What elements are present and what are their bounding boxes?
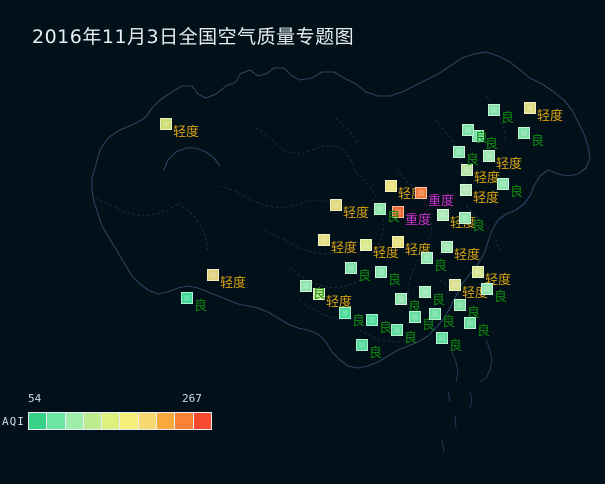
legend-color-bar[interactable] (28, 412, 212, 430)
station-marker-swatch[interactable] (207, 269, 219, 281)
station-marker-swatch[interactable] (375, 266, 387, 278)
legend-swatch-6 (138, 413, 158, 429)
station-marker-swatch[interactable] (415, 187, 427, 199)
legend-swatch-7 (157, 413, 176, 429)
station-marker-swatch[interactable] (437, 209, 449, 221)
station-marker-label: 轻度 (343, 206, 370, 221)
station-marker-swatch[interactable] (429, 308, 441, 320)
station-marker-label: 良 (449, 339, 463, 354)
station-marker-label: 良 (422, 318, 436, 333)
station-marker-swatch[interactable] (419, 286, 431, 298)
legend-swatch-1 (47, 413, 66, 429)
station-marker-label: 轻度 (496, 157, 523, 172)
station-marker-label: 良 (194, 299, 208, 314)
legend-min-value: 54 (28, 392, 42, 405)
station-marker-label: 良 (472, 219, 486, 234)
station-marker-label: 良 (313, 287, 327, 302)
station-marker-swatch[interactable] (300, 280, 312, 292)
station-marker-swatch[interactable] (462, 124, 474, 136)
station-marker-label: 轻度 (473, 191, 500, 206)
legend-swatch-9 (193, 413, 211, 429)
station-marker-label: 重度 (428, 194, 455, 209)
station-marker-label: 良 (434, 259, 448, 274)
station-marker-swatch[interactable] (366, 314, 378, 326)
station-marker-label: 良 (404, 331, 418, 346)
station-marker-label: 良 (510, 185, 524, 200)
station-marker-label: 良 (501, 111, 515, 126)
station-marker-label: 良 (531, 134, 545, 149)
station-marker-swatch[interactable] (339, 307, 351, 319)
station-marker-swatch[interactable] (160, 118, 172, 130)
station-marker-swatch[interactable] (472, 266, 484, 278)
station-marker-swatch[interactable] (483, 150, 495, 162)
legend: AQI 54 267 (2, 390, 222, 436)
station-marker-label: 轻度 (454, 248, 481, 263)
station-marker-swatch[interactable] (481, 283, 493, 295)
station-marker-swatch[interactable] (441, 241, 453, 253)
station-marker-swatch[interactable] (374, 203, 386, 215)
station-marker-swatch[interactable] (524, 102, 536, 114)
station-marker-label: 良 (494, 290, 508, 305)
station-marker-swatch[interactable] (356, 339, 368, 351)
station-marker-swatch[interactable] (459, 212, 471, 224)
station-marker-label: 重度 (405, 213, 432, 228)
station-marker-swatch[interactable] (461, 164, 473, 176)
page-title: 2016年11月3日全国空气质量专题图 (32, 26, 355, 48)
station-marker-swatch[interactable] (391, 324, 403, 336)
station-marker-swatch[interactable] (409, 311, 421, 323)
station-marker-swatch[interactable] (330, 199, 342, 211)
station-marker-swatch[interactable] (360, 239, 372, 251)
station-marker-swatch[interactable] (518, 127, 530, 139)
station-marker-label: 轻度 (537, 109, 564, 124)
station-marker-swatch[interactable] (497, 178, 509, 190)
station-marker-label: 良 (387, 210, 401, 225)
station-marker-label: 轻度 (373, 246, 400, 261)
station-marker-label: 良 (477, 324, 491, 339)
station-marker-swatch[interactable] (392, 236, 404, 248)
station-marker-swatch[interactable] (421, 252, 433, 264)
station-marker-swatch[interactable] (392, 206, 404, 218)
station-marker-label: 良 (432, 293, 446, 308)
station-marker-label: 良 (442, 315, 456, 330)
station-marker-label: 轻度 (173, 125, 200, 140)
legend-swatch-5 (120, 413, 139, 429)
station-marker-label: 轻度 (220, 276, 247, 291)
station-marker-swatch[interactable] (488, 104, 500, 116)
station-marker-label: 轻度 (474, 171, 501, 186)
station-marker-label: 良 (475, 131, 489, 146)
station-marker-label: 轻度 (331, 241, 358, 256)
station-marker-swatch[interactable] (318, 234, 330, 246)
station-marker-label: 良 (388, 273, 402, 288)
station-marker-swatch[interactable] (313, 288, 325, 300)
station-marker-swatch[interactable] (453, 146, 465, 158)
legend-swatch-0 (29, 413, 48, 429)
station-marker-label: 良 (352, 314, 366, 329)
station-marker-label: 良 (485, 137, 499, 152)
legend-max-value: 267 (182, 392, 202, 405)
station-marker-swatch[interactable] (449, 279, 461, 291)
station-marker-label: 良 (466, 153, 480, 168)
legend-swatch-8 (175, 413, 194, 429)
legend-swatch-2 (65, 413, 84, 429)
station-marker-swatch[interactable] (436, 332, 448, 344)
station-marker-swatch[interactable] (345, 262, 357, 274)
station-marker-label: 良 (379, 321, 393, 336)
station-marker-swatch[interactable] (472, 130, 484, 142)
station-marker-swatch[interactable] (181, 292, 193, 304)
station-marker-swatch[interactable] (454, 299, 466, 311)
legend-swatch-3 (83, 413, 103, 429)
legend-title: AQI (2, 415, 25, 428)
legend-swatch-4 (102, 413, 121, 429)
station-marker-label: 良 (369, 346, 383, 361)
station-marker-swatch[interactable] (395, 293, 407, 305)
station-marker-swatch[interactable] (464, 317, 476, 329)
station-marker-swatch[interactable] (460, 184, 472, 196)
station-marker-label: 轻度 (326, 295, 353, 310)
station-marker-label: 良 (358, 269, 372, 284)
station-marker-swatch[interactable] (385, 180, 397, 192)
